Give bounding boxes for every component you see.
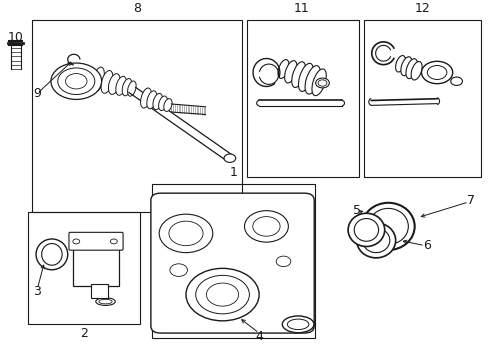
- Ellipse shape: [146, 91, 157, 109]
- Ellipse shape: [311, 69, 325, 96]
- Text: 8: 8: [133, 2, 141, 15]
- Ellipse shape: [101, 71, 113, 93]
- Ellipse shape: [277, 59, 288, 78]
- Circle shape: [224, 154, 235, 162]
- Ellipse shape: [287, 319, 308, 329]
- Text: 9: 9: [33, 87, 41, 100]
- Ellipse shape: [405, 59, 417, 78]
- Ellipse shape: [153, 93, 162, 110]
- Bar: [363, 20, 480, 177]
- Bar: [32, 20, 242, 212]
- Circle shape: [252, 217, 280, 236]
- Bar: [27, 212, 140, 324]
- Circle shape: [318, 80, 326, 86]
- Text: 7: 7: [466, 194, 474, 207]
- Ellipse shape: [356, 223, 395, 258]
- Ellipse shape: [305, 66, 320, 94]
- Ellipse shape: [158, 96, 167, 111]
- Ellipse shape: [353, 219, 378, 241]
- Text: 10: 10: [8, 31, 24, 44]
- Ellipse shape: [92, 67, 104, 92]
- Ellipse shape: [122, 78, 132, 96]
- Circle shape: [185, 268, 259, 321]
- Ellipse shape: [108, 74, 120, 94]
- Ellipse shape: [291, 62, 305, 87]
- Ellipse shape: [36, 239, 68, 270]
- Ellipse shape: [282, 316, 313, 333]
- Ellipse shape: [395, 55, 405, 72]
- Ellipse shape: [361, 203, 414, 250]
- Circle shape: [315, 78, 329, 88]
- Bar: [91, 284, 108, 298]
- Circle shape: [450, 77, 462, 85]
- FancyBboxPatch shape: [151, 193, 314, 333]
- Ellipse shape: [347, 213, 384, 247]
- Ellipse shape: [367, 208, 407, 244]
- Ellipse shape: [141, 88, 151, 108]
- Circle shape: [73, 239, 80, 244]
- Ellipse shape: [284, 60, 296, 83]
- Circle shape: [110, 239, 117, 244]
- Text: 3: 3: [33, 285, 41, 298]
- Ellipse shape: [163, 99, 172, 111]
- FancyBboxPatch shape: [69, 232, 123, 250]
- Circle shape: [58, 68, 95, 95]
- Ellipse shape: [362, 228, 389, 253]
- Circle shape: [206, 283, 238, 306]
- Text: 5: 5: [352, 204, 360, 217]
- Bar: [73, 237, 119, 286]
- Circle shape: [169, 264, 187, 276]
- Ellipse shape: [298, 63, 313, 91]
- Circle shape: [159, 214, 212, 253]
- Ellipse shape: [99, 299, 112, 304]
- Ellipse shape: [400, 57, 411, 76]
- Text: 1: 1: [229, 166, 237, 179]
- Ellipse shape: [41, 243, 62, 265]
- Text: 11: 11: [294, 2, 309, 15]
- Ellipse shape: [96, 298, 115, 305]
- Bar: [246, 20, 358, 177]
- Circle shape: [51, 63, 102, 99]
- Circle shape: [276, 256, 290, 267]
- Circle shape: [168, 221, 203, 246]
- Ellipse shape: [127, 81, 136, 96]
- Circle shape: [421, 61, 452, 84]
- Ellipse shape: [410, 62, 421, 80]
- Text: 2: 2: [80, 327, 87, 340]
- Text: 6: 6: [423, 239, 430, 252]
- Text: 12: 12: [414, 2, 429, 15]
- Circle shape: [244, 211, 288, 242]
- Ellipse shape: [116, 76, 126, 95]
- Circle shape: [427, 66, 446, 80]
- Text: 4: 4: [255, 330, 263, 343]
- Circle shape: [195, 275, 249, 314]
- Circle shape: [65, 73, 87, 89]
- Bar: [152, 184, 315, 338]
